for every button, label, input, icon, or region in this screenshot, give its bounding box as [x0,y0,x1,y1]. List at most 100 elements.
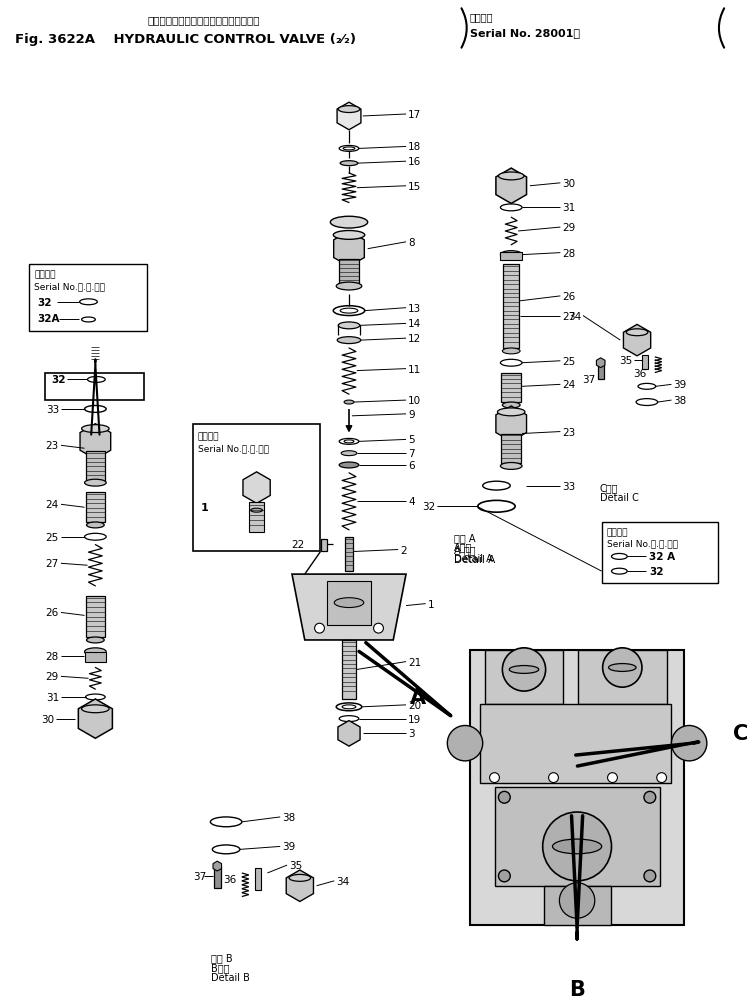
Text: 28: 28 [562,249,576,259]
Ellipse shape [553,840,601,854]
Bar [29,265,147,332]
Ellipse shape [344,400,354,404]
Text: 30: 30 [562,179,575,189]
Bar [345,538,353,572]
Circle shape [607,773,618,782]
Text: 32A: 32A [37,313,60,323]
Circle shape [498,791,510,803]
Text: 35: 35 [289,861,303,871]
Ellipse shape [87,637,105,643]
Bar [342,640,356,699]
Circle shape [644,871,656,882]
Text: 34: 34 [568,311,581,321]
Text: A 詳細: A 詳細 [454,545,476,555]
Polygon shape [496,406,527,442]
Ellipse shape [626,329,648,336]
Text: 32: 32 [422,502,436,512]
Ellipse shape [289,875,311,882]
Circle shape [447,726,483,761]
Text: Serial No.　.　.　～: Serial No. . . ～ [198,444,269,453]
Text: B: B [569,979,585,999]
Ellipse shape [81,425,109,433]
Circle shape [657,773,666,782]
Circle shape [672,726,707,761]
Text: 12: 12 [408,334,421,344]
Text: B詳細: B詳細 [211,963,230,973]
Text: 7: 7 [408,448,415,458]
Text: C詳細: C詳細 [600,483,619,493]
Text: 20: 20 [408,700,421,710]
Ellipse shape [344,440,354,443]
Bar [578,650,666,704]
Bar [642,355,648,369]
Bar [327,582,371,626]
Ellipse shape [341,451,357,456]
Ellipse shape [498,408,525,416]
Ellipse shape [87,523,105,529]
Text: 22: 22 [291,539,305,549]
Text: 18: 18 [408,142,421,152]
Text: 23: 23 [46,441,59,451]
Ellipse shape [338,323,360,329]
Text: 33: 33 [562,481,576,491]
Ellipse shape [336,283,362,291]
Text: 37: 37 [583,375,596,385]
Text: 26: 26 [46,608,59,618]
Circle shape [374,624,383,634]
Circle shape [560,883,595,919]
Ellipse shape [609,664,636,672]
Text: 1: 1 [200,503,208,513]
Text: 30: 30 [41,714,54,724]
Ellipse shape [330,217,368,229]
Text: C: C [734,723,747,743]
Text: 36: 36 [633,368,647,378]
Text: Detail B: Detail B [211,972,250,982]
Bar [85,596,105,637]
Text: 31: 31 [46,692,59,702]
Polygon shape [596,358,605,368]
Text: 詳細 B: 詳細 B [211,953,233,963]
Text: 9: 9 [408,409,415,419]
Ellipse shape [334,598,364,608]
Bar [598,360,604,380]
Ellipse shape [500,252,522,259]
Text: 適用号機: 適用号機 [198,432,219,441]
Ellipse shape [342,705,356,709]
Text: Serial No. 28001～: Serial No. 28001～ [470,28,580,38]
Circle shape [314,624,324,634]
Text: 5: 5 [408,435,415,445]
Text: 17: 17 [408,110,421,120]
Bar [601,523,718,584]
Text: 適用号機: 適用号機 [607,528,628,537]
Text: 25: 25 [562,356,576,366]
Bar [321,540,327,551]
Text: 38: 38 [674,396,686,405]
Bar [85,451,105,481]
Ellipse shape [84,648,106,656]
Ellipse shape [503,349,520,354]
Polygon shape [213,862,222,872]
Bar [544,886,610,925]
Ellipse shape [333,232,365,240]
Text: 33: 33 [46,404,59,414]
Bar [255,869,261,890]
Text: Detail A: Detail A [454,554,493,564]
Circle shape [498,871,510,882]
Text: Serial No.　.　.　～: Serial No. . . ～ [34,282,105,291]
Bar [85,493,105,523]
Text: 28: 28 [46,651,59,661]
Bar [249,503,264,533]
Polygon shape [496,169,527,205]
Text: 2: 2 [400,545,407,555]
Text: 35: 35 [619,355,632,365]
Polygon shape [78,699,112,738]
Ellipse shape [340,309,358,314]
Text: 32 A: 32 A [649,552,675,562]
Polygon shape [292,575,406,640]
Bar [485,650,563,704]
Ellipse shape [81,705,109,713]
Ellipse shape [498,173,524,181]
Text: 16: 16 [408,157,421,168]
Text: 13: 13 [408,303,421,313]
Circle shape [503,648,545,691]
